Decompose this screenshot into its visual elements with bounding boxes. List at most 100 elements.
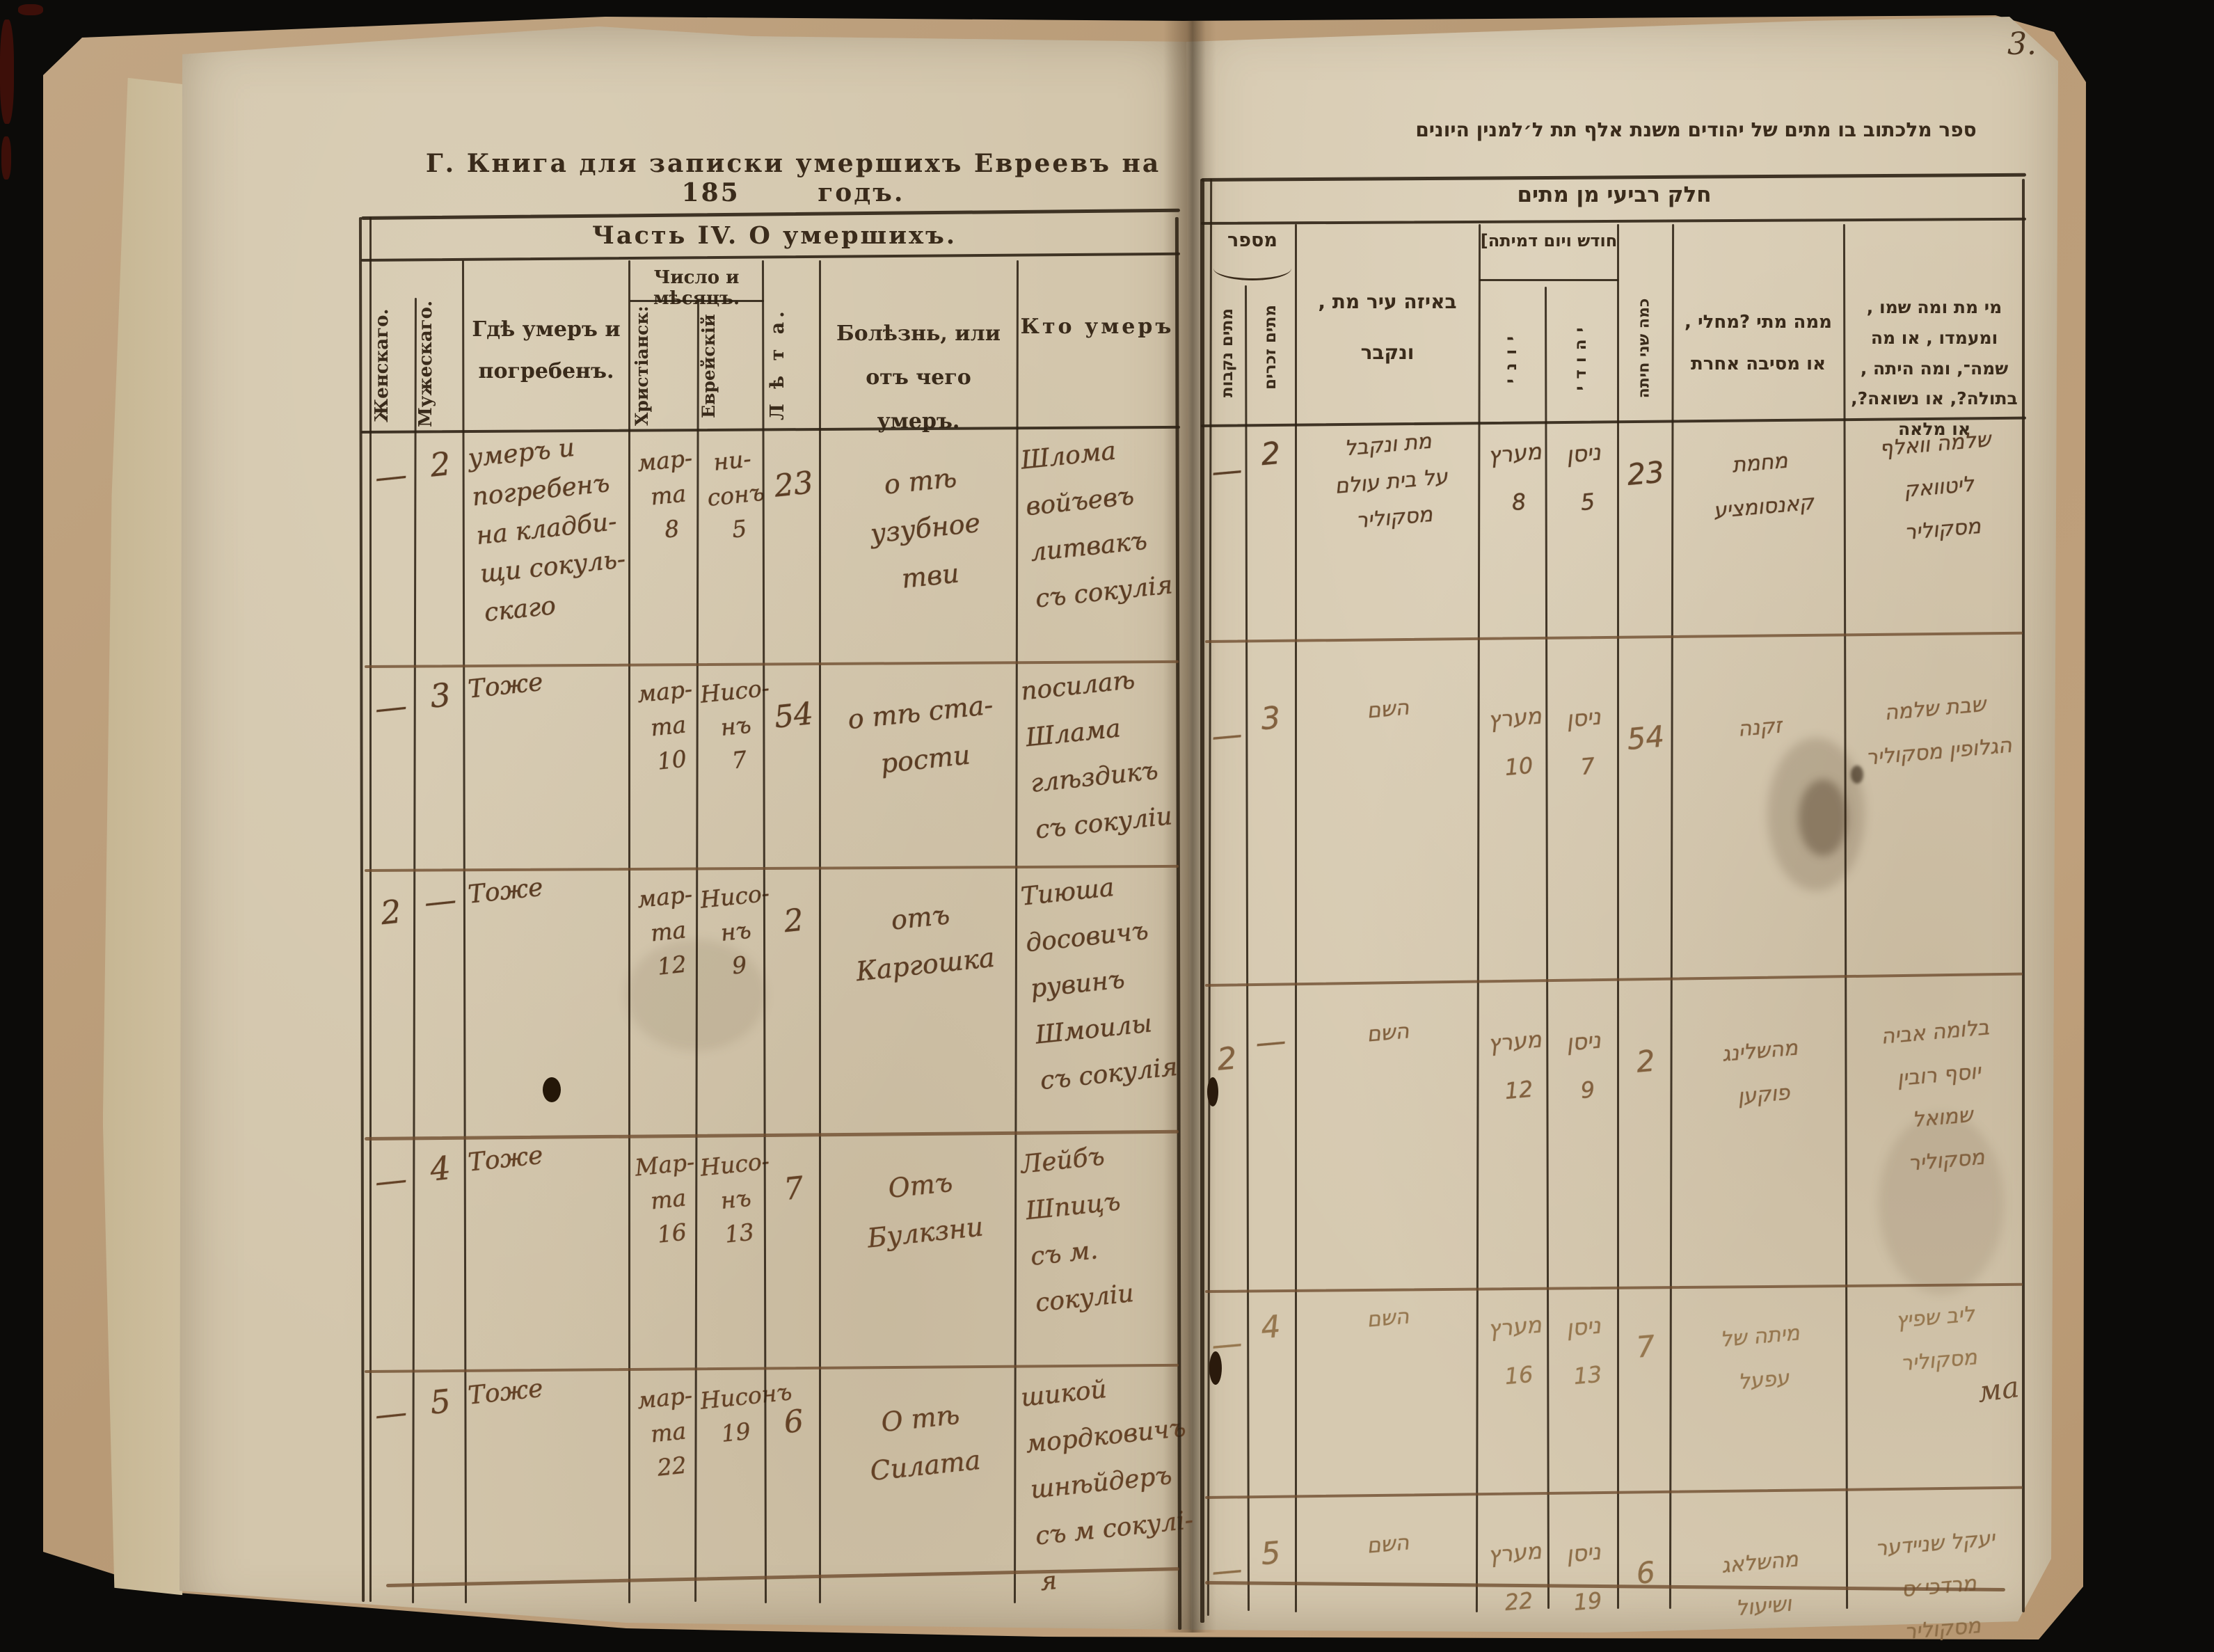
left-row-3-jewish: Нисо- нъ 9	[699, 879, 771, 980]
right-row-5-jewish_date: ניסן 19	[1565, 1538, 1603, 1617]
right-row-5-males: 5	[1259, 1534, 1282, 1573]
right-row-1-greek_date: מערץ 8	[1486, 438, 1543, 516]
table-rule-vertical-0	[358, 216, 365, 1603]
right-row-3-greek_date: מערץ 12	[1486, 1026, 1543, 1105]
table-rule-vertical-4	[628, 260, 630, 1603]
left-row-4-male: 4	[428, 1148, 453, 1189]
ink-blot-0	[543, 1077, 561, 1102]
hand-drawn-separator-13	[1204, 631, 2023, 643]
right-row-5-who: יעקל שניידער מרדכי׳ס מסקוליר	[1874, 1526, 1996, 1645]
left-row-4-jewish: Нисо- нъ 13	[699, 1147, 771, 1248]
right-row-2-jewish_date: ניסן 7	[1565, 703, 1602, 781]
right-section-title: חלק רביעי מן מתים	[1517, 182, 1712, 207]
left-row-2-christian: мар- та 10	[635, 675, 694, 775]
right-row-3-females: 2	[1216, 1040, 1239, 1078]
right-row-2-city: השם	[1365, 695, 1410, 724]
russian-book-title: Г. Книга для записки умершихъ Евреевъ на…	[417, 149, 1169, 207]
left-row-4-years: 7	[782, 1170, 806, 1208]
right-row-4-years: 7	[1634, 1328, 1657, 1365]
hebrew-book-title: ספר מלכתוב בו מתים של יהודים משנת אלף תת…	[1415, 118, 1977, 141]
left-section-title: Часть IV. О умершихъ.	[591, 221, 957, 250]
bleed-through-smudge	[1767, 738, 1865, 891]
left-row-5-illness: О тѣ Силата	[868, 1399, 982, 1487]
right-row-3-males: —	[1254, 1023, 1288, 1061]
left-row-3-years: 2	[782, 902, 806, 940]
left-row-2-male: 3	[428, 675, 453, 715]
right-row-3-years: 2	[1634, 1043, 1657, 1079]
left-row-5-jewish: Нисонъ 19	[699, 1378, 794, 1447]
right-header-number-group: מספר	[1227, 230, 1277, 251]
right-row-1-years: 23	[1625, 454, 1666, 492]
left-header-who: Кто умеръ	[1020, 315, 1174, 339]
table-rule-horizontal-2	[360, 425, 1180, 434]
right-row-2-years: 54	[1625, 719, 1666, 756]
red-archive-mark	[18, 4, 43, 15]
hand-drawn-separator-15	[1204, 1282, 2023, 1293]
hand-drawn-separator-16	[1204, 1486, 2023, 1499]
right-row-5-city: השם	[1365, 1530, 1410, 1559]
red-archive-mark	[0, 19, 14, 124]
left-row-3-male: —	[422, 880, 459, 921]
table-rule-horizontal-3	[630, 300, 764, 302]
left-row-1-who: Шлома войъевъ литвакъ съ сокулія	[1019, 436, 1174, 614]
left-row-2-jewish: Нисо- нъ 7	[699, 674, 771, 775]
left-row-4-christian: Мар- та 16	[633, 1147, 696, 1248]
table-rule-horizontal-10	[1200, 217, 2026, 225]
table-rule-vertical-17	[1669, 223, 1675, 1610]
ink-blot-4	[1851, 765, 1863, 784]
right-header-city: באיזה עיר מת , ונקבר	[1318, 290, 1457, 364]
table-rule-vertical-10	[1200, 179, 1204, 1623]
left-header-date-group: Число и мѣсяцъ.	[653, 267, 740, 309]
ink-blot-3	[1799, 779, 1847, 856]
table-rule-vertical-12	[1245, 285, 1250, 1612]
left-row-5-female: —	[373, 1392, 409, 1434]
left-row-2-who: посилаѣ Шлама глѣздикъ съ сокуліи	[1019, 665, 1174, 845]
right-row-4-greek_date: מערץ 16	[1486, 1311, 1543, 1390]
right-row-3-who: בלומה אביה יוסף רובין שמואל מסקוליר	[1880, 1015, 1991, 1176]
left-row-3-who: Тиюша досовичъ рувинъ Шмоилы съ сокулія	[1019, 873, 1179, 1096]
left-row-3-female: 2	[379, 892, 404, 932]
right-header-date-group: חודש ויום דמיתה]	[1480, 231, 1618, 251]
right-row-1-males: 2	[1259, 435, 1282, 473]
right-row-2-females: —	[1210, 716, 1244, 755]
right-row-4-jewish_date: ניסן 13	[1565, 1312, 1603, 1390]
bleed-through-smudge	[1879, 1113, 2004, 1294]
left-row-1-female: —	[373, 455, 409, 497]
ink-blot-1	[1207, 1077, 1218, 1106]
table-rule-vertical-7	[819, 260, 821, 1603]
right-row-4-cause: מיתה של עפעל	[1719, 1321, 1801, 1395]
table-rule-vertical-1	[369, 217, 372, 1602]
table-rule-horizontal-12	[1479, 279, 1618, 281]
russian-book-title-year-word: годъ.	[818, 178, 905, 207]
ink-blot-2	[1209, 1351, 1222, 1385]
right-row-1-cause: מחמת קאנסומציע	[1712, 448, 1815, 524]
right-row-1-who: שלמה וואלף ליטוואק מסקוליר	[1878, 427, 1992, 546]
left-row-5-male: 5	[428, 1381, 453, 1422]
left-row-1-illness: о тѣ узубное тви	[868, 462, 982, 594]
right-row-5-females: —	[1210, 1551, 1244, 1590]
right-row-4-city: השם	[1365, 1304, 1410, 1333]
right-row-4-males: 4	[1259, 1308, 1282, 1347]
right-header-cause: ממה מתי ?מחלי , או מסיבה אחרת	[1685, 312, 1832, 374]
hand-drawn-separator-14	[1204, 972, 2023, 987]
table-rule-horizontal-9	[1200, 173, 2026, 182]
left-row-3-illness: отъ Каргошка	[854, 899, 996, 987]
number-group-bracket	[1213, 267, 1291, 280]
table-rule-vertical-19	[2022, 179, 2025, 1612]
table-rule-vertical-13	[1295, 224, 1297, 1612]
left-header-place: Гдѣ умеръ и погребенъ.	[472, 317, 621, 383]
left-row-2-years: 54	[772, 696, 815, 736]
table-rule-horizontal-0	[360, 208, 1180, 220]
left-row-4-who: Лейбъ Шпицъ съ м. сокуліи	[1019, 1142, 1136, 1318]
left-row-1-male: 2	[428, 444, 453, 484]
right-row-3-jewish_date: ניסן 9	[1565, 1026, 1602, 1104]
table-rule-vertical-14	[1475, 223, 1481, 1613]
left-row-2-place: Тоже	[466, 667, 545, 704]
left-row-1-place: умеръ и погребенъ на кладби- щи сокуль- …	[466, 433, 627, 628]
right-row-1-females: —	[1210, 452, 1244, 491]
left-page	[180, 26, 1191, 1630]
right-row-3-city: השם	[1365, 1019, 1410, 1047]
right-row-2-cause: זקנה	[1737, 713, 1783, 742]
